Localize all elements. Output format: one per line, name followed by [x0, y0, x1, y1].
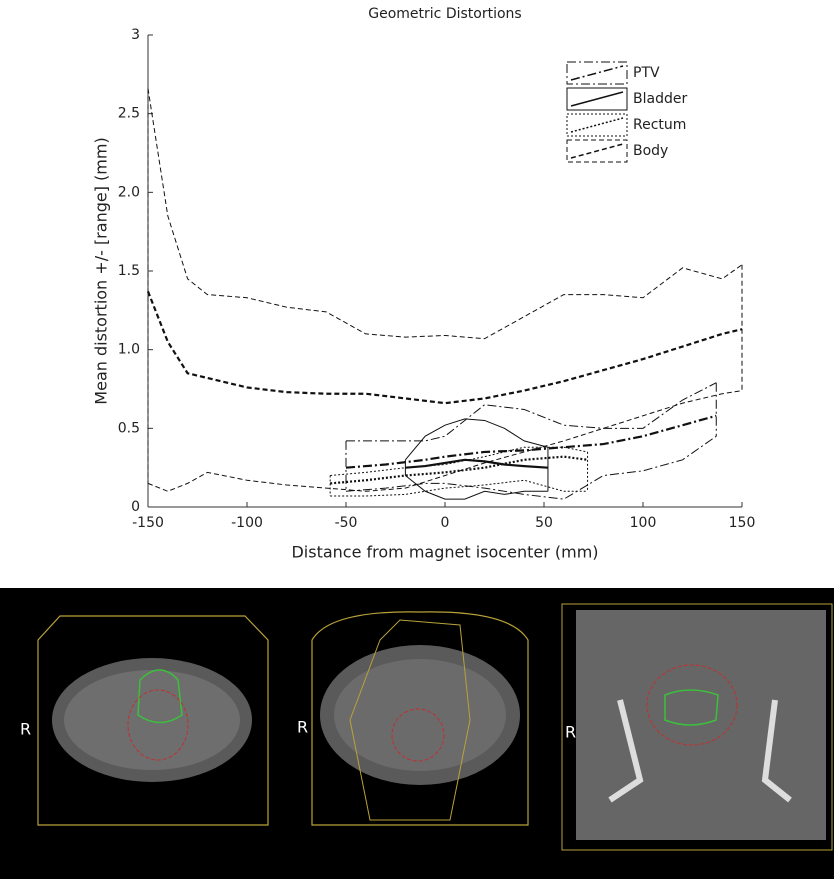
x-tick-label: 150: [729, 515, 756, 531]
y-tick-label: 1.0: [118, 342, 140, 358]
legend-box: [567, 60, 663, 166]
x-tick-label: 50: [535, 515, 553, 531]
legend-label: Body: [633, 143, 668, 159]
chart-title: Geometric Distortions: [368, 6, 521, 22]
x-tick-label: -150: [132, 515, 164, 531]
orientation-label: R: [565, 723, 576, 742]
range-lower: [345, 435, 717, 500]
ct-slice-inner: [64, 670, 240, 770]
x-tick-label: 0: [441, 515, 450, 531]
mean-line: [146, 291, 743, 405]
range-lower: [405, 475, 548, 500]
range-upper: [147, 88, 743, 340]
contour: [349, 619, 471, 821]
range-lower: [330, 479, 588, 497]
y-tick-label: 2.5: [118, 106, 140, 122]
y-tick-label: 1.5: [118, 263, 140, 279]
bones: [608, 699, 792, 803]
ptv-contour: [127, 689, 189, 761]
body-contour: [561, 603, 833, 851]
bladder-contour: [137, 669, 183, 724]
orientation-label: R: [20, 720, 31, 739]
mean-line: [345, 414, 717, 469]
legend-swatch: [566, 61, 628, 85]
mean-line: [330, 455, 588, 485]
bladder-contour: [664, 689, 719, 726]
y-tick-label: 0.5: [118, 420, 140, 436]
range-upper: [405, 418, 549, 461]
legend-swatch: [566, 87, 628, 111]
orientation-label: R: [297, 718, 308, 737]
legend-line: [570, 91, 624, 107]
legend-swatch: [566, 113, 628, 137]
range-upper: [346, 382, 717, 442]
x-tick-label: -50: [335, 515, 358, 531]
x-tick-label: 100: [630, 515, 657, 531]
range-lower: [147, 390, 743, 492]
legend-label: Rectum: [633, 117, 686, 133]
legend-swatch: [566, 139, 628, 163]
legend-line: [570, 65, 624, 81]
ct-slice-inner: [334, 659, 506, 771]
mean-line: [405, 458, 549, 469]
ptv-contour: [646, 664, 738, 746]
y-tick-label: 2.0: [118, 184, 140, 200]
range-upper: [330, 446, 588, 477]
legend-line: [570, 117, 624, 133]
x-axis-label: Distance from magnet isocenter (mm): [291, 543, 598, 562]
ptv-contour: [391, 708, 445, 762]
ct-images: R R R: [0, 588, 834, 879]
y-tick-label: 3: [131, 27, 140, 43]
legend-label: Bladder: [633, 91, 687, 107]
y-axis-label: Mean distortion +/- [range] (mm): [92, 137, 111, 404]
legend-line: [570, 143, 624, 159]
x-tick-label: -100: [231, 515, 263, 531]
legend-label: PTV: [633, 65, 660, 81]
body-contour: [37, 615, 269, 826]
ct-slice: [576, 610, 826, 840]
y-tick-label: 0: [131, 499, 140, 515]
body-contour: [311, 611, 529, 826]
